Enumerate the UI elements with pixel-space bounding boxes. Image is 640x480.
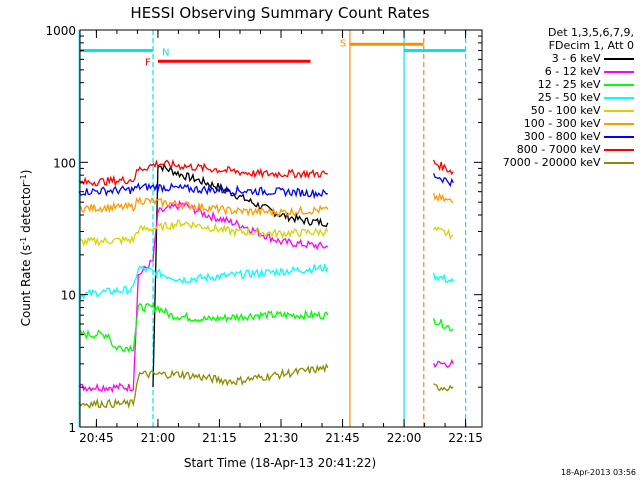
legend-swatch [604,162,634,164]
legend-swatch [604,136,634,138]
x-tick-label: 22:00 [387,431,422,445]
legend-item: 300 - 800 keV [486,130,634,143]
chart-title: HESSI Observing Summary Count Rates [130,4,429,22]
plot-frame [79,29,483,428]
legend-item-label: 6 - 12 keV [544,65,604,78]
y-tick-label: 100 [53,156,76,170]
series-line-8-1 [433,383,454,392]
legend: Det 1,3,5,6,7,9, FDecim 1, Att 0 3 - 6 k… [486,26,634,169]
series-line-2-0 [78,302,329,354]
legend-item: 800 - 7000 keV [486,143,634,156]
legend-header-line-2: FDecim 1, Att 0 [548,39,634,52]
legend-header-line-1: Det 1,3,5,6,7,9, [547,26,634,39]
series-line-5-1 [432,192,454,203]
series-line-7-1 [432,159,454,176]
legend-swatch [604,58,634,60]
x-tick-label: 21:45 [325,431,360,445]
legend-swatch [604,97,634,99]
y-tick-label: 1 [68,421,76,435]
series-line-7-0 [79,158,328,187]
series-line-1-1 [433,358,454,369]
series-line-5-0 [78,196,329,218]
series-line-6-0 [78,182,328,200]
svg-text:Count Rate (s-1 detector-1): Count Rate (s-1 detector-1) [19,170,33,327]
series-line-8-0 [78,362,329,409]
legend-item-label: 100 - 300 keV [523,117,604,130]
series-line-3-1 [432,272,454,284]
legend-item: 7000 - 20000 keV [486,156,634,169]
x-axis: 20:45 21:00 21:15 21:30 21:45 22:00 22:15 [79,30,483,445]
legend-item-label: 12 - 25 keV [537,78,604,91]
series-line-4-0 [79,219,329,248]
series-line-3-0 [78,262,329,300]
x-axis-label: Start Time (18-Apr-13 20:41:22) [184,456,376,470]
series-line-6-1 [432,173,454,188]
legend-item-label: 25 - 50 keV [537,91,604,104]
y-axis: 1 10 100 1000 [45,24,482,435]
y-tick-label: 1000 [45,24,76,38]
flag-label-f: F [145,57,151,68]
x-tick-label: 22:15 [448,431,483,445]
legend-item: 100 - 300 keV [486,117,634,130]
legend-item: 50 - 100 keV [486,104,634,117]
legend-item-label: 50 - 100 keV [530,104,604,117]
series-line-2-1 [432,318,454,332]
x-tick-label: 20:45 [79,431,114,445]
legend-item: 6 - 12 keV [486,65,634,78]
plot-layer: NF S [78,30,467,427]
x-tick-label: 21:00 [141,431,176,445]
y-axis-label: Count Rate (s-1 detector-1) [19,170,33,327]
series-line-0-0 [152,162,329,388]
legend-item-label: 800 - 7000 keV [516,143,604,156]
series-line-4-1 [433,226,454,241]
legend-swatch [604,123,634,125]
y-tick-label: 10 [61,289,76,303]
x-tick-label: 21:30 [264,431,299,445]
legend-item: 25 - 50 keV [486,91,634,104]
x-tick-label: 21:15 [202,431,237,445]
legend-swatch [604,71,634,73]
legend-item: 3 - 6 keV [486,52,634,65]
legend-swatch [604,84,634,86]
legend-item: 12 - 25 keV [486,78,634,91]
legend-swatch [604,110,634,112]
legend-item-label: 300 - 800 keV [523,130,604,143]
legend-item-label: 3 - 6 keV [551,52,604,65]
timestamp: 18-Apr-2013 03:56 [560,468,636,477]
legend-item-label: 7000 - 20000 keV [502,156,604,169]
series-line-1-0 [78,199,329,394]
flag-label-n: N [162,47,169,58]
flag-label-s: S [340,38,346,49]
legend-swatch [604,149,634,151]
